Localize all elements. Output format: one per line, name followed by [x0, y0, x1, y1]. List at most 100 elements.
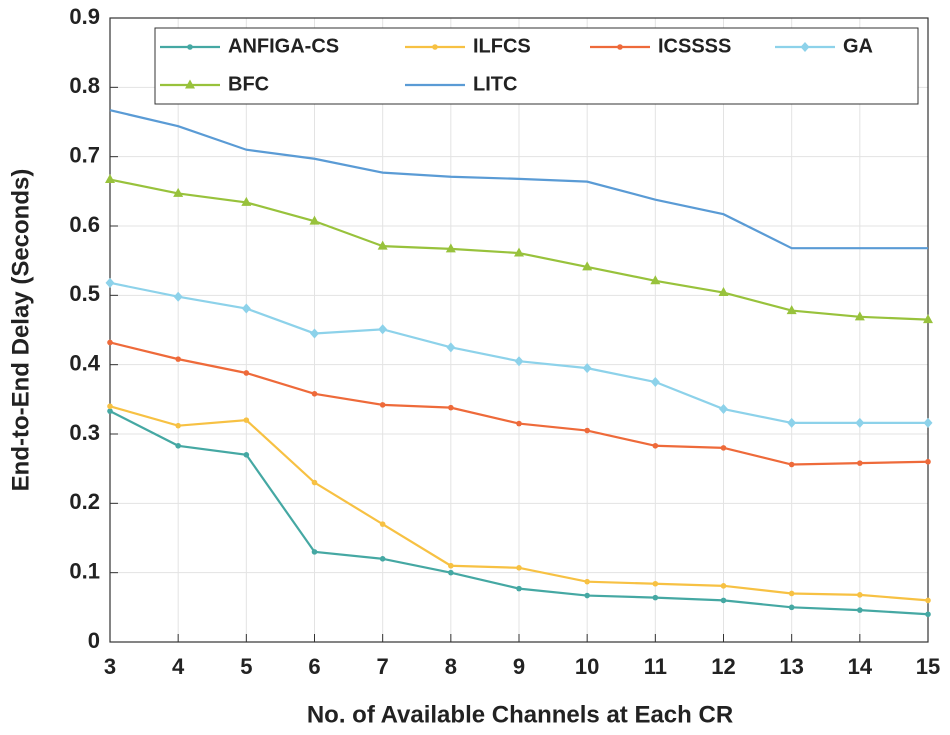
data-point	[243, 452, 250, 458]
data-point	[718, 287, 729, 297]
data-point	[448, 562, 454, 569]
data-point	[241, 303, 251, 314]
x-tick-label: 7	[377, 654, 389, 679]
data-point	[107, 403, 113, 410]
x-tick-label: 4	[172, 654, 185, 679]
data-point	[650, 377, 660, 387]
data-point	[720, 597, 727, 604]
legend-marker	[800, 42, 810, 52]
data-point	[719, 404, 728, 415]
legend-label: ILFCS	[473, 35, 531, 57]
data-point	[175, 356, 181, 362]
data-point	[311, 390, 318, 397]
data-point	[857, 592, 863, 598]
x-tick-label: 13	[779, 654, 803, 679]
data-point	[379, 402, 386, 408]
data-point	[652, 594, 659, 601]
data-point	[650, 275, 661, 285]
data-point	[446, 342, 456, 353]
data-point	[516, 565, 522, 571]
data-point	[175, 422, 181, 429]
data-point	[854, 311, 865, 321]
data-point	[173, 291, 183, 302]
data-point	[379, 556, 386, 562]
data-point	[309, 215, 320, 225]
plot-frame	[109, 17, 929, 643]
data-point	[379, 521, 386, 527]
data-point	[105, 174, 115, 184]
x-tick-label: 6	[308, 654, 320, 679]
x-tick-label: 3	[104, 654, 116, 679]
y-tick-label: 0.3	[69, 420, 100, 445]
legend-label: ANFIGA-CS	[228, 35, 339, 57]
x-tick-label: 8	[445, 654, 457, 679]
data-point	[857, 460, 863, 466]
data-point	[584, 592, 590, 599]
data-point	[107, 339, 113, 346]
data-point	[107, 408, 113, 414]
data-point	[652, 442, 659, 449]
data-point	[788, 461, 795, 468]
data-point	[311, 549, 318, 555]
legend-label: BFC	[228, 73, 269, 95]
legend-label: ICSSSS	[658, 35, 731, 57]
legend-marker	[187, 44, 193, 50]
data-point	[925, 611, 931, 618]
y-tick-label: 0.9	[69, 4, 100, 29]
y-tick-label: 0.5	[69, 281, 100, 306]
data-point	[514, 247, 524, 257]
data-point	[514, 356, 524, 367]
data-point	[448, 569, 454, 576]
y-tick-label: 0.2	[69, 489, 100, 514]
data-point	[720, 445, 727, 451]
data-point	[310, 328, 319, 339]
data-point	[105, 277, 115, 288]
x-tick-label: 9	[513, 654, 525, 679]
data-point	[516, 585, 522, 592]
data-point	[377, 240, 388, 250]
data-point	[788, 590, 795, 597]
data-point	[445, 243, 456, 253]
y-axis-label: End-to-End Delay (Seconds)	[7, 169, 34, 492]
data-point	[516, 420, 522, 427]
legend-marker	[617, 44, 623, 50]
data-point	[243, 370, 250, 376]
data-point	[584, 578, 590, 585]
data-point	[720, 583, 727, 589]
y-tick-label: 0	[88, 628, 100, 653]
legend-box	[154, 27, 919, 105]
legend-label: LITC	[473, 73, 517, 95]
data-point	[584, 427, 590, 434]
series-line	[109, 109, 928, 250]
data-point	[855, 417, 865, 428]
y-tick-label: 0.8	[69, 73, 100, 98]
legend-marker	[185, 79, 195, 89]
data-point	[582, 261, 593, 271]
data-point	[311, 479, 318, 486]
data-point	[652, 580, 659, 587]
x-tick-label: 5	[240, 654, 252, 679]
x-tick-label: 15	[916, 654, 940, 679]
data-point	[787, 417, 797, 428]
data-point	[786, 305, 797, 315]
y-tick-label: 0.1	[69, 558, 100, 583]
data-point	[378, 324, 388, 335]
y-tick-label: 0.4	[69, 350, 100, 375]
legend-label: GA	[843, 35, 873, 57]
x-tick-label: 10	[575, 654, 599, 679]
data-point	[925, 458, 931, 465]
data-point	[175, 442, 181, 449]
data-point	[243, 417, 250, 423]
data-point	[925, 597, 931, 604]
data-point	[241, 196, 252, 206]
x-tick-label: 12	[711, 654, 735, 679]
data-point	[923, 314, 933, 324]
x-axis-label: No. of Available Channels at Each CR	[307, 701, 733, 728]
y-tick-label: 0.6	[69, 212, 100, 237]
legend-marker	[432, 44, 438, 50]
y-tick-label: 0.7	[69, 142, 100, 167]
x-tick-label: 11	[644, 654, 667, 679]
data-point	[582, 363, 592, 374]
data-point	[857, 607, 863, 613]
